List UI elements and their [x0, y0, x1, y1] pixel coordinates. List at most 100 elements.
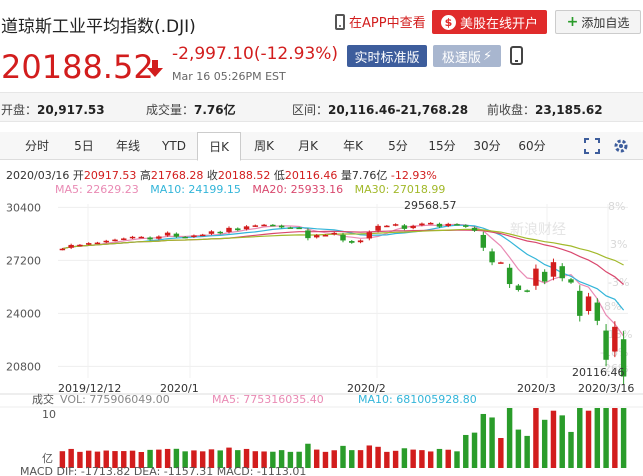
volume-legend-ma10: MA10: 681005928.80	[358, 393, 477, 406]
ma-legend: MA5: 22629.23 MA10: 24199.15 MA20: 25933…	[55, 183, 445, 196]
volume-bar	[129, 450, 136, 468]
fast-version-button[interactable]: 极速版 ⚡	[433, 45, 501, 67]
candle-body	[156, 236, 162, 239]
candle-body	[533, 268, 539, 286]
quote-header: 道琼斯工业平均指数(.DJI) 在APP中查看 $ 美股在线开户 + 添加自选 …	[0, 0, 643, 92]
volume-bar	[524, 435, 530, 468]
volume-bar	[349, 450, 355, 468]
tab-5day[interactable]: 5日	[74, 139, 94, 153]
tab-year-line[interactable]: 年线	[115, 139, 140, 153]
volume-bar	[217, 450, 223, 468]
add-watchlist-button[interactable]: + 添加自选	[555, 10, 641, 34]
volume-bar	[287, 451, 294, 468]
candle-body	[103, 240, 109, 243]
kline-chart[interactable]: 新浪财经 30400 27200 24000 20800 8% 3% -3% -8% -13%…	[0, 196, 643, 476]
realtime-standard-button[interactable]: 实时标准版	[347, 45, 427, 67]
candle-body	[208, 231, 215, 234]
volume-bar	[489, 417, 495, 468]
volume-bar	[296, 451, 302, 468]
volume-bar	[410, 449, 416, 468]
candle-body	[594, 302, 601, 321]
volume-bar	[322, 451, 329, 468]
volume-bar	[147, 449, 153, 468]
quote-time: Mar 16 05:26PM EST	[172, 70, 286, 83]
candle-body	[270, 224, 276, 227]
ma10-label: MA10: 24199.15	[150, 183, 241, 196]
volume-bar	[515, 429, 522, 468]
volume-bar	[541, 419, 548, 468]
y-tick-label: 30400	[6, 201, 41, 214]
volume-bar	[463, 434, 469, 468]
candle-body	[261, 224, 267, 227]
volume-bar	[77, 451, 83, 468]
candle-body	[585, 296, 592, 312]
tab-daily-k[interactable]: 日K	[197, 132, 241, 161]
tab-15min[interactable]: 15分	[428, 139, 456, 153]
candle-body	[313, 235, 320, 238]
volume-bar	[121, 451, 127, 468]
candle-body	[392, 224, 399, 226]
tab-monthly-k[interactable]: 月K	[298, 139, 318, 153]
candle-body	[515, 285, 522, 291]
volume-bar	[603, 408, 609, 468]
volume-bar	[305, 443, 311, 468]
candle-body	[471, 227, 478, 231]
candle-body	[173, 233, 180, 237]
volume-bar	[173, 448, 180, 468]
volume-bar	[419, 450, 425, 468]
volume-bar	[427, 451, 434, 468]
candle-body	[331, 232, 337, 235]
tab-60min[interactable]: 60分	[518, 139, 546, 153]
candle-body	[480, 234, 487, 248]
view-in-app-link[interactable]: 在APP中查看	[335, 12, 426, 31]
tab-intraday[interactable]: 分时	[24, 139, 49, 153]
tab-ytd[interactable]: YTD	[162, 139, 186, 153]
volume-bar	[182, 451, 188, 468]
open-account-button[interactable]: $ 美股在线开户	[432, 10, 547, 34]
volume-bar	[471, 432, 478, 468]
candle-body	[419, 223, 425, 226]
candle-body	[612, 326, 618, 352]
y-tick-label: 24000	[6, 307, 41, 320]
volume-bar	[436, 448, 443, 468]
tab-weekly-k[interactable]: 周K	[254, 139, 274, 153]
fullscreen-icon[interactable]	[584, 138, 600, 154]
macd-legend: MACD DIF: -1713.82 DEA: -1157.31 MACD: -…	[20, 465, 306, 476]
candle-body	[454, 224, 460, 226]
volume-bar	[375, 446, 381, 468]
volume-bar	[568, 431, 574, 468]
candle-info-line: 2020/03/16 开20917.53 高21768.28 收20188.52…	[6, 169, 437, 182]
volume-bar	[243, 448, 250, 468]
candle-body	[59, 248, 66, 251]
volume-bar	[191, 450, 197, 468]
candle-body	[121, 238, 127, 240]
settings-icon[interactable]	[613, 138, 629, 154]
candle-body	[559, 266, 565, 279]
tab-30min[interactable]: 30分	[473, 139, 501, 153]
volume-bar	[331, 450, 337, 468]
ma20-label: MA20: 25933.16	[252, 183, 344, 196]
volume-tick-unit: 亿	[42, 452, 53, 465]
candle-body	[235, 228, 241, 231]
candle-body	[498, 262, 504, 264]
period-tabs-background	[0, 132, 643, 160]
x-tick-label: 2019/12/12	[58, 382, 121, 395]
candle-body	[138, 236, 145, 239]
view-in-app-label: 在APP中查看	[349, 16, 426, 31]
candle-body	[401, 225, 408, 229]
stat-prev-close: 前收盘：23,185.62	[487, 103, 603, 117]
candle-body	[322, 234, 329, 237]
dollar-icon: $	[440, 14, 456, 30]
candle-body	[436, 223, 443, 227]
volume-bar	[261, 451, 267, 468]
mobile-icon[interactable]	[510, 46, 524, 66]
tab-5min[interactable]: 5分	[388, 139, 408, 153]
volume-bar	[401, 448, 408, 468]
volume-bar	[357, 450, 364, 468]
volume-bar	[392, 450, 399, 468]
stat-volume: 成交量：7.76亿	[146, 103, 236, 117]
candle-body	[568, 279, 574, 283]
volume-bar	[480, 413, 487, 468]
candle-body	[489, 251, 495, 263]
tab-yearly-k[interactable]: 年K	[343, 139, 363, 153]
